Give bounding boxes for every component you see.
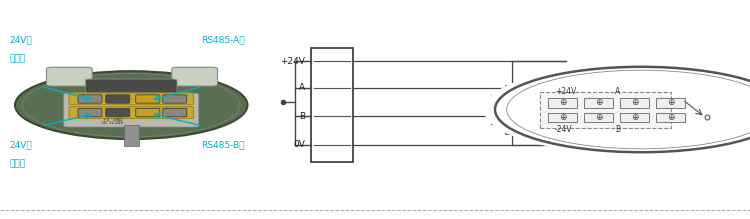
Circle shape [495, 67, 750, 152]
FancyBboxPatch shape [163, 108, 187, 117]
Bar [700, 85, 718, 134]
Text: 24V电: 24V电 [9, 140, 32, 149]
Bar [656, 113, 685, 122]
Text: 源负极: 源负极 [9, 160, 26, 169]
Text: 24V电: 24V电 [9, 35, 32, 44]
Bar [656, 98, 685, 108]
Text: ⊕: ⊕ [667, 113, 674, 122]
Text: B: B [299, 111, 305, 121]
Text: A: A [299, 83, 305, 92]
Bar [311, 48, 352, 162]
FancyBboxPatch shape [106, 95, 130, 103]
Text: ⊕: ⊕ [559, 98, 566, 108]
Text: ⊕: ⊕ [667, 98, 674, 108]
Circle shape [507, 70, 750, 149]
Bar [548, 113, 577, 122]
Text: +24V: +24V [280, 57, 305, 66]
FancyBboxPatch shape [172, 67, 217, 86]
Text: RS485-B极: RS485-B极 [201, 140, 244, 149]
Text: ⊕: ⊕ [595, 98, 602, 108]
Text: 源正极: 源正极 [9, 55, 26, 64]
FancyBboxPatch shape [69, 107, 194, 118]
Text: A: A [615, 87, 620, 96]
FancyBboxPatch shape [86, 79, 177, 94]
FancyBboxPatch shape [78, 95, 102, 103]
Bar [548, 98, 577, 108]
Text: ⊕: ⊕ [631, 113, 638, 122]
Text: +V   GND: +V GND [103, 118, 122, 122]
Text: ⊕: ⊕ [559, 113, 566, 122]
Text: B: B [615, 125, 620, 134]
Text: ⊕: ⊕ [631, 98, 638, 108]
Bar [505, 85, 523, 134]
FancyBboxPatch shape [136, 95, 160, 103]
FancyBboxPatch shape [69, 93, 194, 105]
Text: DC 12-24V: DC 12-24V [102, 121, 123, 125]
Circle shape [484, 64, 750, 155]
Text: -24V: -24V [555, 125, 573, 134]
Bar [620, 98, 649, 108]
FancyBboxPatch shape [106, 108, 130, 117]
Bar [620, 113, 649, 122]
Bar [584, 98, 613, 108]
FancyBboxPatch shape [46, 67, 92, 86]
FancyBboxPatch shape [64, 93, 199, 127]
Text: 0V: 0V [293, 140, 305, 149]
Bar [584, 113, 613, 122]
Text: +24V: +24V [555, 87, 576, 96]
Text: RS485-A极: RS485-A极 [201, 35, 244, 44]
FancyBboxPatch shape [136, 108, 160, 117]
FancyBboxPatch shape [78, 108, 102, 117]
Bar [540, 92, 671, 128]
Circle shape [15, 71, 248, 139]
Text: ⊕: ⊕ [595, 113, 602, 122]
FancyBboxPatch shape [163, 95, 187, 103]
Bar [124, 125, 139, 146]
